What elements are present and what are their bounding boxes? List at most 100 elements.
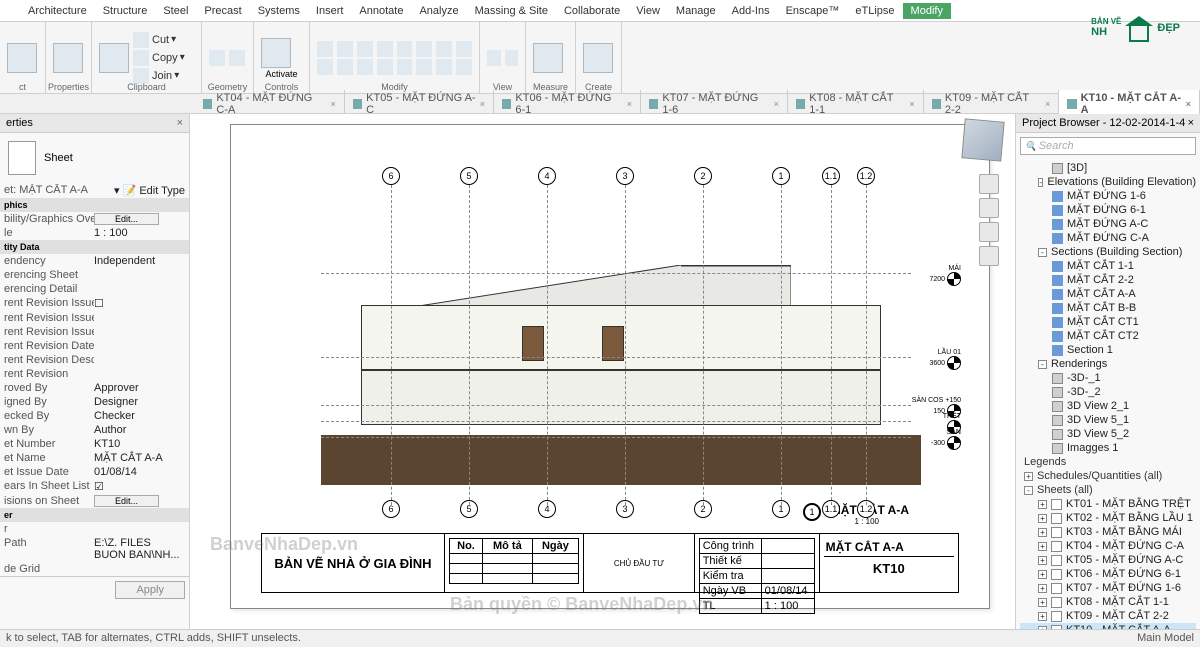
tree-item[interactable]: +KT07 - MẶT ĐỨNG 1-6 (1020, 581, 1196, 595)
property-row[interactable]: et NameMẶT CẮT A-A (0, 451, 189, 465)
close-icon[interactable]: × (1188, 117, 1194, 129)
search-input[interactable]: 🔍 Search (1020, 137, 1196, 155)
expand-icon[interactable]: + (1038, 556, 1047, 565)
edit-button[interactable]: Edit... (94, 213, 159, 225)
tree-item[interactable]: MẶT CẮT CT2 (1020, 329, 1196, 343)
close-tab-icon[interactable]: × (480, 99, 485, 109)
tree-item[interactable]: +KT09 - MẶT CẮT 2-2 (1020, 609, 1196, 623)
menu-annotate[interactable]: Annotate (351, 5, 411, 17)
close-tab-icon[interactable]: × (1186, 99, 1191, 109)
menu-structure[interactable]: Structure (95, 5, 156, 17)
tree-item[interactable]: +KT01 - MẶT BẰNG TRỆT (1020, 497, 1196, 511)
property-row[interactable]: de Grid (0, 562, 189, 576)
property-row[interactable]: et Issue Date01/08/14 (0, 465, 189, 479)
tree-item[interactable]: Section 1 (1020, 343, 1196, 357)
tree-item[interactable]: +KT05 - MẶT ĐỨNG A-C (1020, 553, 1196, 567)
apply-button[interactable]: Apply (115, 581, 185, 599)
close-icon[interactable]: × (177, 117, 183, 129)
tree-item[interactable]: +Schedules/Quantities (all) (1020, 469, 1196, 483)
geo-icon[interactable] (209, 50, 225, 66)
expand-icon[interactable]: + (1024, 472, 1033, 481)
menu-massing & site[interactable]: Massing & Site (467, 5, 556, 17)
property-row[interactable]: wn ByAuthor (0, 423, 189, 437)
expand-icon[interactable]: + (1038, 500, 1047, 509)
menu-enscape™[interactable]: Enscape™ (778, 5, 848, 17)
menu-view[interactable]: View (628, 5, 668, 17)
copy-icon[interactable] (133, 50, 149, 66)
tree-item[interactable]: Imagges 1 (1020, 441, 1196, 455)
property-row[interactable]: ecked ByChecker (0, 409, 189, 423)
tree-item[interactable]: [3D] (1020, 161, 1196, 175)
expand-icon[interactable]: + (1038, 514, 1047, 523)
menu-systems[interactable]: Systems (250, 5, 308, 17)
tree-item[interactable]: 3D View 5_2 (1020, 427, 1196, 441)
tree-item[interactable]: MẶT ĐỨNG A-C (1020, 217, 1196, 231)
menu-insert[interactable]: Insert (308, 5, 352, 17)
view-cube[interactable] (963, 120, 1009, 166)
tree-item[interactable]: MẶT ĐỨNG C-A (1020, 231, 1196, 245)
property-row[interactable]: endencyIndependent (0, 254, 189, 268)
close-tab-icon[interactable]: × (909, 99, 914, 109)
measure-btn[interactable] (533, 43, 563, 73)
property-row[interactable]: rent Revision Descripti... (0, 353, 189, 367)
drawing-canvas[interactable]: 1 MẶT CẮT A-A 1 : 100 BẢN VẼ NHÀ Ở GIA Đ… (190, 114, 1015, 629)
activate-btn[interactable] (261, 38, 291, 68)
expand-icon[interactable]: + (1038, 584, 1047, 593)
tree-item[interactable]: +KT03 - MẶT BẰNG MÁI (1020, 525, 1196, 539)
tree-item[interactable]: +KT02 - MẶT BẰNG LẦU 1 (1020, 511, 1196, 525)
tree-item[interactable]: -Elevations (Building Elevation) (1020, 175, 1196, 189)
tree-item[interactable]: MẶT CẮT 1-1 (1020, 259, 1196, 273)
menu-architecture[interactable]: Architecture (20, 5, 95, 17)
menu-etlipse[interactable]: eTLipse (847, 5, 902, 17)
menu-modify[interactable]: Modify (903, 3, 951, 19)
tree-item[interactable]: -3D-_2 (1020, 385, 1196, 399)
tree-item[interactable]: -Sheets (all) (1020, 483, 1196, 497)
tree-item[interactable]: MẶT CẮT 2-2 (1020, 273, 1196, 287)
modify-tool[interactable] (7, 43, 37, 73)
edit-type-btn[interactable]: Edit Type (139, 185, 185, 197)
menu-analyze[interactable]: Analyze (411, 5, 466, 17)
nav-home-icon[interactable] (979, 174, 999, 194)
type-selector[interactable]: Sheet (44, 152, 73, 164)
property-row[interactable]: PathE:\Z. FILES BUON BAN\NH... (0, 536, 189, 562)
menu-manage[interactable]: Manage (668, 5, 724, 17)
property-row[interactable]: rent Revision Issued To (0, 325, 189, 339)
tree-item[interactable]: +KT08 - MẶT CẮT 1-1 (1020, 595, 1196, 609)
property-row[interactable]: erencing Sheet (0, 268, 189, 282)
tree-item[interactable]: 3D View 2_1 (1020, 399, 1196, 413)
tree-item[interactable]: MẶT CẮT CT1 (1020, 315, 1196, 329)
tree-item[interactable]: MẶT ĐỨNG 1-6 (1020, 189, 1196, 203)
menu-precast[interactable]: Precast (196, 5, 249, 17)
expand-icon[interactable]: - (1038, 248, 1047, 257)
menu-collaborate[interactable]: Collaborate (556, 5, 628, 17)
property-row[interactable]: le1 : 100 (0, 226, 189, 240)
property-row[interactable]: r (0, 522, 189, 536)
tree-item[interactable]: Legends (1020, 455, 1196, 469)
property-row[interactable]: rent Revision Issued☐ (0, 296, 189, 311)
property-row[interactable]: ears In Sheet List☑ (0, 479, 189, 494)
property-row[interactable]: bility/Graphics Overrid...Edit... (0, 212, 189, 226)
tree-item[interactable]: -Renderings (1020, 357, 1196, 371)
edit-button[interactable]: Edit... (94, 495, 159, 507)
create-btn[interactable] (583, 43, 613, 73)
property-row[interactable]: rent Revision Issued By (0, 311, 189, 325)
expand-icon[interactable]: + (1038, 598, 1047, 607)
expand-icon[interactable]: - (1038, 178, 1043, 187)
expand-icon[interactable]: + (1038, 570, 1047, 579)
property-row[interactable]: erencing Detail (0, 282, 189, 296)
expand-icon[interactable]: + (1038, 528, 1047, 537)
property-row[interactable]: roved ByApprover (0, 381, 189, 395)
tree-item[interactable]: -3D-_1 (1020, 371, 1196, 385)
properties-btn[interactable] (53, 43, 83, 73)
expand-icon[interactable]: - (1024, 486, 1033, 495)
tree-item[interactable]: 3D View 5_1 (1020, 413, 1196, 427)
property-row[interactable]: isions on SheetEdit... (0, 494, 189, 508)
tree-item[interactable]: MẶT CẮT A-A (1020, 287, 1196, 301)
expand-icon[interactable]: + (1038, 612, 1047, 621)
close-tab-icon[interactable]: × (627, 99, 632, 109)
tree-item[interactable]: MẶT ĐỨNG 6-1 (1020, 203, 1196, 217)
close-tab-icon[interactable]: × (331, 99, 336, 109)
menu-add-ins[interactable]: Add-Ins (724, 5, 778, 17)
close-tab-icon[interactable]: × (1045, 99, 1050, 109)
cut-icon[interactable] (133, 32, 149, 48)
